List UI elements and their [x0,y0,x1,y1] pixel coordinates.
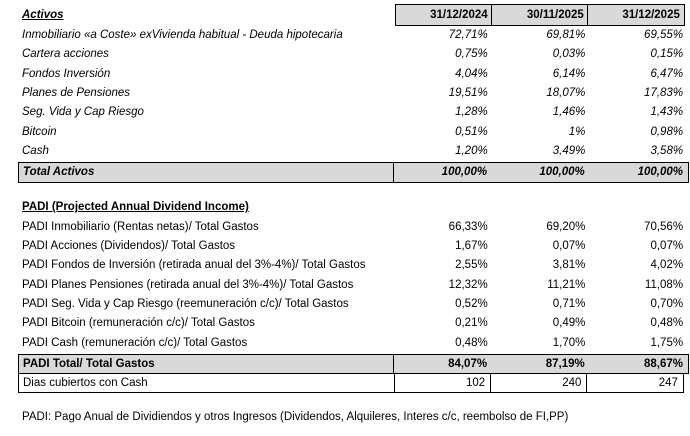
dias-label-cell[interactable]: Dias cubiertos con Cash [18,372,395,393]
value-cell[interactable]: 11,08% [644,278,684,291]
value-cell[interactable]: 6,47% [650,67,684,80]
padi-footnote[interactable]: PADI: Pago Anual de Dividiendos y otros … [22,410,569,423]
value-cell[interactable]: 1,70% [552,336,586,349]
asset-row: Seg. Vida y Cap Riesgo 1,28% 1,46% 1,43% [0,103,690,122]
padi-label-cell[interactable]: PADI Seg. Vida y Cap Riesgo (reemuneraci… [22,297,349,310]
padi-label-cell[interactable]: PADI Bitcoin (remuneración c/c)/ Total G… [22,317,255,330]
padi-row: PADI Planes Pensiones (retirada anual de… [0,275,690,294]
value-cell[interactable]: 0,03% [552,48,586,61]
padi-row: PADI Fondos de Inversión (retirada anual… [0,256,690,275]
value-cell[interactable]: 17,83% [644,87,684,100]
asset-row: Planes de Pensiones 19,51% 18,07% 17,83% [0,83,690,102]
activos-section-title[interactable]: Activos [22,8,64,21]
asset-label-cell[interactable]: Cartera acciones [22,48,109,61]
value-cell[interactable]: 0,71% [552,297,586,310]
padi-row: PADI Inmobiliario (Rentas netas)/ Total … [0,217,690,236]
padi-row: PADI Bitcoin (remuneración c/c)/ Total G… [0,314,690,333]
table-header-row: Activos 31/12/2024 30/11/2025 31/12/2025 [0,4,690,26]
value-cell[interactable]: 11,21% [547,278,586,291]
asset-row: Cash 1,20% 3,49% 3,58% [0,141,690,160]
value-cell[interactable]: 72,71% [448,29,488,42]
value-cell[interactable]: 1,43% [650,106,684,119]
value-cell[interactable]: 0,49% [552,317,586,330]
value-cell[interactable]: 4,04% [455,67,488,80]
value-cell[interactable]: 247 [585,372,684,393]
value-cell[interactable]: 102 [393,372,492,393]
value-cell[interactable]: 100,00% [539,166,585,179]
value-cell[interactable]: 0,51% [455,125,488,138]
value-cell[interactable]: 0,21% [455,317,488,330]
value-cell[interactable]: 1,20% [455,144,488,157]
padi-label-cell[interactable]: PADI Acciones (Dividendos)/ Total Gastos [22,240,236,253]
value-cell[interactable]: 19,51% [448,87,488,100]
value-cell[interactable]: 69,20% [546,220,586,233]
value-cell[interactable]: 69,81% [546,29,586,42]
value-cell[interactable]: 0,48% [455,336,488,349]
padi-total-row: PADI Total/ Total Gastos 84,07% 87,19% 8… [18,354,689,375]
padi-label-cell[interactable]: PADI Inmobiliario (Rentas netas)/ Total … [22,220,259,233]
value-cell[interactable]: 0,75% [455,48,488,61]
value-cell[interactable]: 1,67% [455,240,488,253]
value-cell[interactable]: 3,81% [552,259,586,272]
padi-label-cell[interactable]: PADI Fondos de Inversión (retirada anual… [22,259,366,272]
total-label-cell[interactable]: PADI Total/ Total Gastos [19,355,395,374]
value-cell[interactable]: 0,48% [650,317,684,330]
asset-row: Inmobiliario «a Coste» exVivienda habitu… [0,26,690,45]
padi-section: PADI Inmobiliario (Rentas netas)/ Total … [0,217,690,352]
activos-section: Inmobiliario «a Coste» exVivienda habitu… [0,26,690,161]
asset-label-cell[interactable]: Cash [22,144,49,157]
value-cell[interactable]: 0,07% [650,240,684,253]
value-cell[interactable]: 0,15% [650,48,684,61]
value-cell[interactable]: 0,52% [455,297,488,310]
asset-label-cell[interactable]: Bitcoin [22,125,57,138]
padi-title-row: PADI (Projected Annual Dividend Income) [0,198,690,218]
padi-label-cell[interactable]: PADI Planes Pensiones (retirada anual de… [22,278,354,291]
value-cell[interactable]: 6,14% [552,67,586,80]
value-cell[interactable]: 87,19% [545,358,585,371]
value-cell[interactable]: 1,28% [455,106,488,119]
asset-row: Cartera acciones 0,75% 0,03% 0,15% [0,45,690,64]
value-cell[interactable]: 100,00% [441,166,488,179]
padi-row: PADI Cash (remuneración c/c)/ Total Gast… [0,333,690,352]
date-header-cell[interactable]: 31/12/2025 [587,4,685,26]
date-header-cell[interactable]: 31/12/2024 [395,4,493,26]
total-label-cell[interactable]: Total Activos [19,162,395,182]
value-cell[interactable]: 88,67% [643,358,683,371]
asset-row: Fondos Inversión 4,04% 6,14% 6,47% [0,64,690,83]
total-activos-row: Total Activos 100,00% 100,00% 100,00% [18,161,689,183]
value-cell[interactable]: 1% [568,125,586,138]
value-cell[interactable]: 70,56% [644,220,684,233]
value-cell[interactable]: 4,02% [650,259,684,272]
value-cell[interactable]: 0,07% [552,240,586,253]
value-cell[interactable]: 84,07% [448,358,488,371]
value-cell[interactable]: 18,07% [546,87,586,100]
value-cell[interactable]: 100,00% [637,166,683,179]
padi-row: PADI Acciones (Dividendos)/ Total Gastos… [0,236,690,255]
asset-row: Bitcoin 0,51% 1% 0,98% [0,122,690,141]
asset-label-cell[interactable]: Planes de Pensiones [22,87,131,100]
date-header-cell[interactable]: 30/11/2025 [491,4,589,26]
dias-cubiertos-row: Dias cubiertos con Cash 102 240 247 [18,372,690,393]
value-cell[interactable]: 66,33% [448,220,488,233]
value-cell[interactable]: 0,98% [650,125,684,138]
asset-label-cell[interactable]: Fondos Inversión [22,67,111,80]
value-cell[interactable]: 2,55% [455,259,488,272]
value-cell[interactable]: 3,49% [552,144,586,157]
asset-label-cell[interactable]: Seg. Vida y Cap Riesgo [22,106,144,119]
padi-label-cell[interactable]: PADI Cash (remuneración c/c)/ Total Gast… [22,336,248,349]
value-cell[interactable]: 12,32% [448,278,488,291]
value-cell[interactable]: 3,58% [650,144,684,157]
value-cell[interactable]: 0,70% [650,297,684,310]
value-cell[interactable]: 240 [489,372,588,393]
value-cell[interactable]: 1,46% [552,106,586,119]
padi-section-title[interactable]: PADI (Projected Annual Dividend Income) [22,201,249,214]
padi-row: PADI Seg. Vida y Cap Riesgo (reemuneraci… [0,294,690,313]
value-cell[interactable]: 69,55% [644,29,684,42]
asset-label-cell[interactable]: Inmobiliario «a Coste» exVivienda habitu… [22,29,343,42]
value-cell[interactable]: 1,75% [650,336,684,349]
